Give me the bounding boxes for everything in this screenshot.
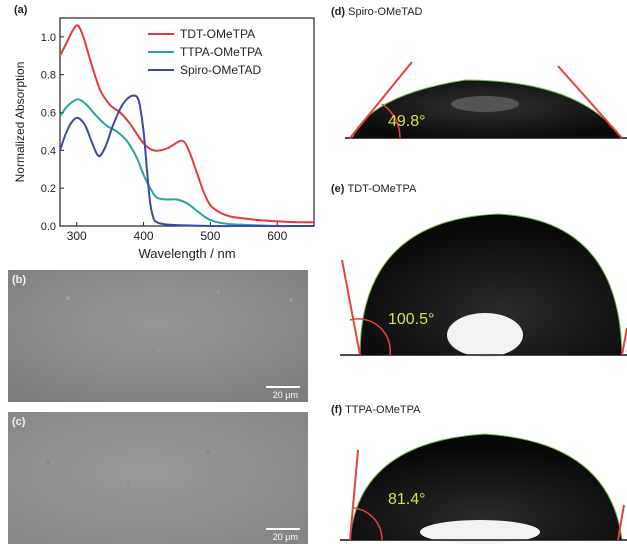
angle-arc-f [353, 507, 383, 541]
y-tick-label: 1.0 [41, 32, 56, 44]
y-tick-label: 0.2 [41, 183, 56, 195]
angle-value-f: 81.4° [388, 491, 426, 508]
panel-d-title: (d) Spiro-OMeTAD [331, 6, 422, 18]
panel-e-letter: (e) [331, 183, 345, 195]
droplet-f [349, 433, 623, 541]
chart-ticks: 300 400 500 600 0.0 0.2 0.4 0.6 0.8 1.0 [41, 32, 288, 243]
tangent-left-e [341, 259, 361, 356]
tangent-left-d [349, 61, 413, 139]
angle-value-d: 49.8° [388, 113, 426, 130]
y-tick-label: 0.0 [41, 221, 56, 233]
series-line-tdt-ometpa [59, 24, 315, 224]
tangent-right-f [617, 504, 625, 541]
panel-b-letter: (b) [12, 274, 27, 286]
scale-bar-label-c: 20 μm [272, 532, 298, 542]
angle-value-e: 100.5° [388, 311, 434, 328]
x-tick-label: 500 [200, 229, 220, 243]
legend-label: TTPA-OMeTPA [180, 45, 262, 59]
x-tick-label: 300 [67, 229, 87, 243]
droplet-highlight-f [420, 520, 540, 544]
droplet-e [359, 213, 623, 356]
sem-texture-b [8, 270, 308, 402]
tangent-right-e [621, 327, 627, 356]
sem-image-b: (b) 20 μm [8, 270, 308, 402]
tangent-left-f [349, 449, 359, 541]
scale-bar-label-b: 20 μm [272, 390, 298, 400]
chart-legend: TDT-OMeTPA TTPA-OMeTPA Spiro-OMeTAD [148, 27, 262, 77]
contact-angle-d: 49.8° [345, 61, 627, 139]
x-tick-label: 400 [134, 229, 154, 243]
series-line-spiro-ometad [59, 94, 314, 228]
absorption-chart: 300 400 500 600 0.0 0.2 0.4 0.6 0.8 1.0 TDT-OMeTP… [13, 17, 315, 261]
sem-image-c: (c) 20 μm [8, 412, 308, 544]
scale-bar-b [266, 386, 300, 388]
panel-c-letter: (c) [12, 416, 26, 428]
contact-angle-f: 81.4° [340, 433, 627, 544]
angle-arc-d [381, 103, 401, 139]
panel-e-title: (e) TDT-OMeTPA [331, 183, 416, 195]
scale-bar-c [266, 528, 300, 530]
x-tick-label: 600 [267, 229, 287, 243]
series-line-ttpa-ometpa [59, 98, 315, 228]
panel-e-name: TDT-OMeTPA [347, 183, 417, 195]
panel-f-name: TTPA-OMeTPA [345, 404, 421, 416]
y-tick-label: 0.4 [41, 145, 56, 157]
panel-f-letter: (f) [331, 404, 342, 416]
panel-d-name: Spiro-OMeTAD [348, 6, 423, 18]
panel-f-title: (f) TTPA-OMeTPA [331, 404, 420, 416]
panel-a-label: (a) [14, 4, 27, 16]
x-axis-label: Wavelength / nm [138, 246, 235, 261]
droplet-highlight-e [447, 313, 523, 357]
y-tick-label: 0.6 [41, 108, 56, 120]
legend-label: TDT-OMeTPA [180, 27, 255, 41]
chart-series [59, 24, 315, 228]
tangent-right-d [557, 65, 623, 139]
droplet-highlight-d [451, 96, 519, 112]
panel-a-letter: (a) [14, 4, 28, 16]
panel-d-letter: (d) [331, 6, 346, 18]
angle-arc-e [349, 318, 392, 356]
y-tick-label: 0.8 [41, 70, 56, 82]
contact-angle-e: 100.5° [340, 213, 627, 357]
y-axis-label: Normalized Absorption [13, 62, 27, 183]
legend-label: Spiro-OMeTAD [180, 63, 261, 77]
sem-texture-c [8, 412, 308, 544]
